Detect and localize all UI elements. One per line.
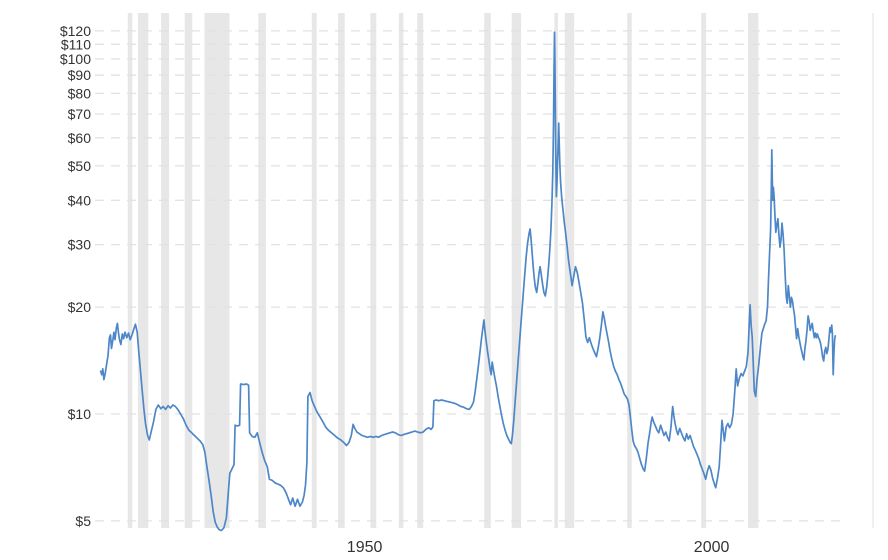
y-axis-label: $30	[68, 237, 92, 253]
y-axis-label: $110	[61, 36, 91, 52]
y-gridlines	[95, 30, 840, 522]
recession-band	[511, 13, 522, 528]
recession-band	[627, 13, 632, 528]
recession-band	[554, 13, 558, 528]
recession-band	[748, 13, 759, 528]
price-line	[99, 31, 837, 532]
recession-band	[417, 13, 424, 528]
recession-bands	[127, 13, 759, 528]
y-axis-label: $20	[68, 299, 92, 315]
y-axis-label: $60	[68, 130, 92, 146]
recession-band	[370, 13, 377, 528]
y-axis-label: $80	[68, 85, 92, 101]
y-axis-label: $50	[68, 158, 92, 174]
recession-band	[311, 13, 317, 528]
y-axis-label: $5	[75, 513, 91, 529]
recession-band	[137, 13, 149, 528]
recession-band	[258, 13, 266, 528]
recession-band	[338, 13, 345, 528]
y-axis-label: $70	[68, 106, 92, 122]
recession-band	[127, 13, 133, 528]
recession-band	[204, 13, 230, 528]
recession-band	[161, 13, 170, 528]
recession-band	[701, 13, 707, 528]
recession-band	[398, 13, 404, 528]
x-axis-label: 2000	[694, 539, 730, 556]
y-axis-labels: $120$110$100$90 $80 $70 $60 $50 $40 $30 $20 $10 $…	[60, 23, 91, 529]
y-axis-label: $10	[68, 406, 92, 422]
recession-band	[184, 13, 193, 528]
x-axis-label: 1950	[347, 539, 383, 556]
x-axis-labels: 1950 2000	[347, 539, 730, 556]
y-axis-label: $90	[68, 67, 92, 83]
recession-band	[484, 13, 491, 528]
y-axis-label: $120	[60, 23, 91, 39]
y-axis-label: $100	[60, 51, 91, 67]
y-axis-label: $40	[68, 192, 92, 208]
